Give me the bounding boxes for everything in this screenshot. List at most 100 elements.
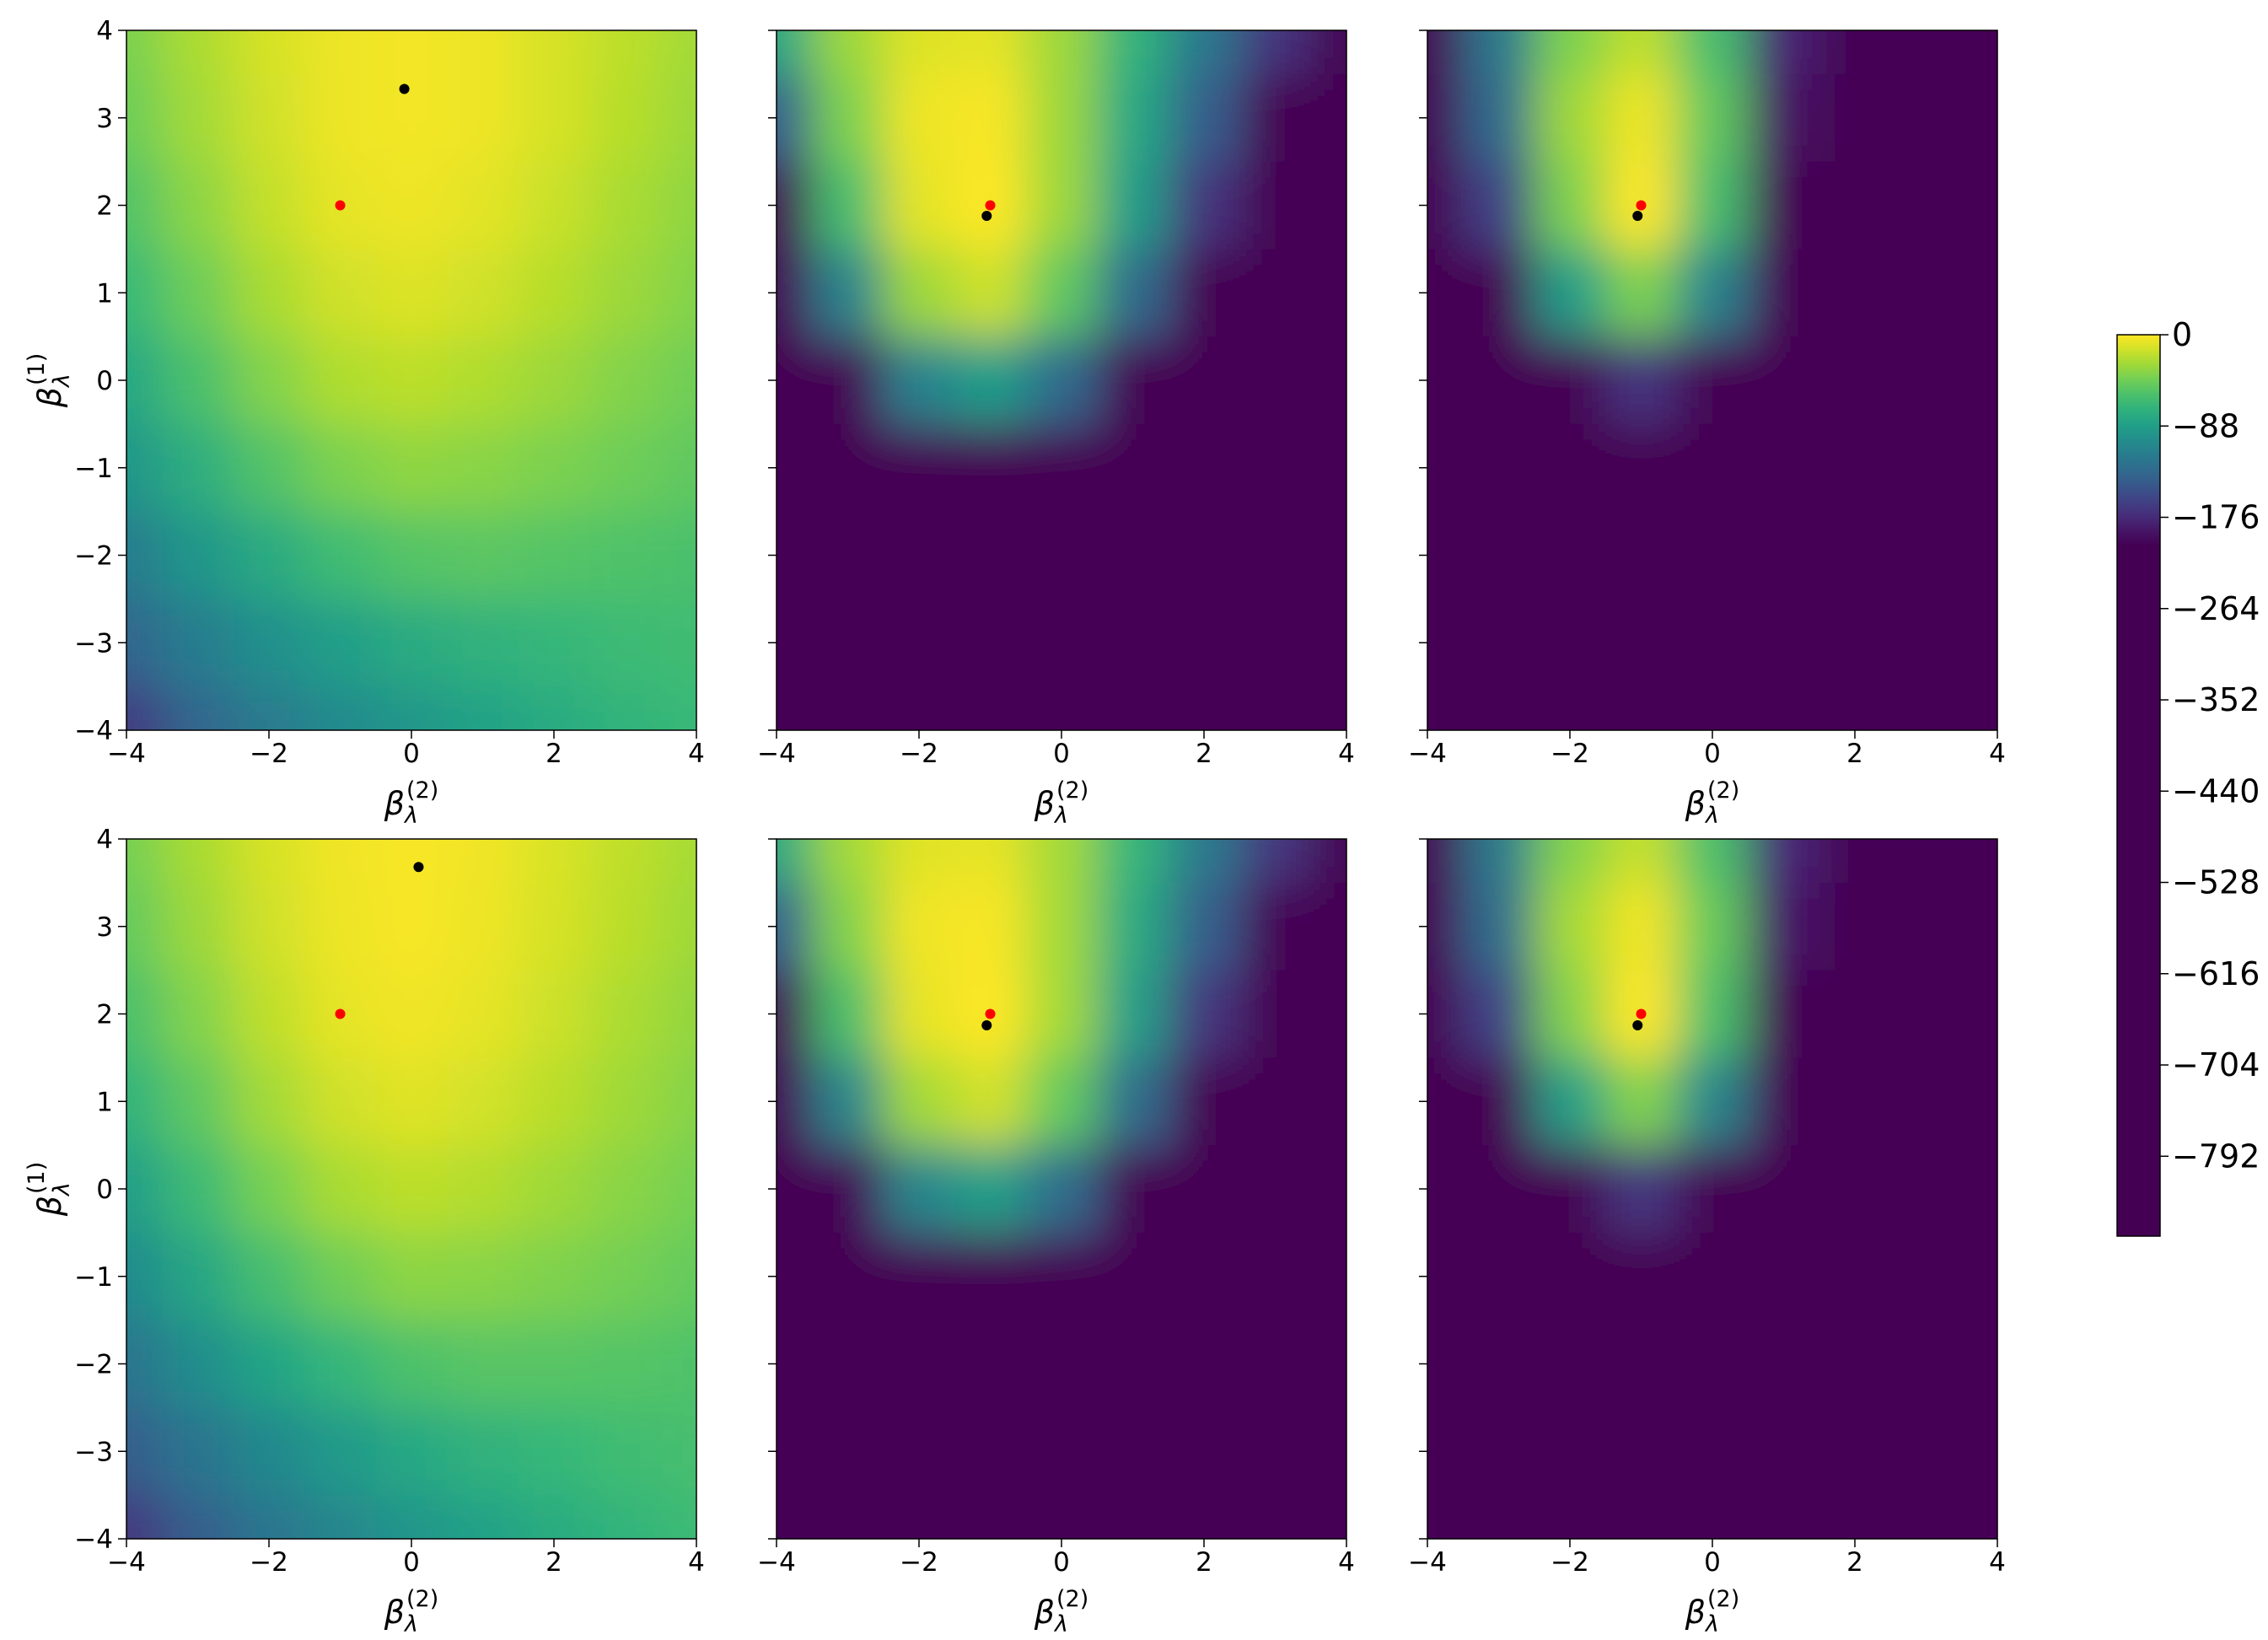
x-tick-label: 2 [546, 1547, 562, 1578]
heatmap-cell [1463, 882, 1535, 971]
heatmap-cell [660, 970, 696, 1058]
x-tick-label: −2 [250, 739, 288, 769]
heatmap-cell [1961, 423, 1997, 513]
heatmap-cell [1890, 249, 1963, 337]
axis-label: βλ(1) [24, 353, 75, 409]
label-base: β [31, 1196, 68, 1217]
heatmap-cell [777, 336, 813, 425]
heatmap-cell [1427, 30, 1464, 75]
heatmap-cell [1427, 161, 1464, 250]
heatmap-cell [162, 882, 234, 971]
heatmap-cell [660, 423, 696, 513]
heatmap-cell [304, 1057, 377, 1146]
heatmap-cell [1890, 423, 1963, 513]
heatmap-cell [777, 599, 813, 687]
heatmap-cell [1427, 73, 1464, 163]
point [399, 83, 410, 94]
heatmap-cell [1463, 970, 1535, 1058]
heatmap-cell [1534, 839, 1606, 884]
y-tick-label: 2 [96, 1000, 113, 1030]
x-tick-label: −2 [1551, 1547, 1589, 1578]
heatmap-cell [1463, 249, 1535, 337]
heatmap-cell [1676, 839, 1749, 884]
label-base: β [1034, 785, 1055, 822]
heatmap-cell [1097, 249, 1169, 337]
heatmap-cell [883, 249, 955, 337]
heatmap-cell [1168, 1495, 1240, 1539]
heatmap-cell [1534, 30, 1606, 75]
heatmap-cell [777, 839, 813, 884]
heatmap-cell [304, 686, 377, 730]
heatmap-cell [1427, 1057, 1464, 1146]
heatmap-cell [126, 599, 163, 687]
heatmap-cell [375, 511, 448, 600]
heatmap-cell [375, 1057, 448, 1146]
heatmap-cell [1534, 336, 1606, 425]
heatmap-cell [883, 423, 955, 513]
heatmap-cell [1890, 882, 1963, 971]
heatmap-cell [304, 1320, 377, 1408]
heatmap-cell [375, 336, 448, 425]
x-tick-label: 2 [1846, 1547, 1863, 1578]
heatmap-cell [304, 423, 377, 513]
point [1636, 1008, 1647, 1019]
heatmap-cell [375, 73, 448, 163]
heatmap-cell [518, 1145, 590, 1234]
heatmap-cell [1239, 249, 1312, 337]
label-sup: (2) [1056, 1586, 1088, 1612]
heatmap-cell [1961, 511, 1997, 600]
heatmap-cell [883, 1232, 955, 1321]
heatmap-cell [162, 336, 234, 425]
heatmap-cell [1427, 1320, 1464, 1408]
heatmap-cell [1427, 839, 1464, 884]
heatmap-cell [777, 1407, 813, 1496]
heatmap-cell [660, 686, 696, 730]
heatmap-cell [233, 1320, 305, 1408]
x-tick-label: 0 [1704, 739, 1721, 769]
heatmap-cell [589, 423, 662, 513]
heatmap-cell [1961, 839, 1997, 884]
heatmap-cell [812, 1495, 884, 1539]
heatmap-cell [518, 1495, 590, 1539]
heatmap-area [777, 839, 1346, 1539]
colorbar-tick-label: −440 [2172, 772, 2260, 809]
panel: −4 −2 0 2 4 βλ(2) [1408, 838, 2006, 1637]
x-tick-label: 0 [1704, 1547, 1721, 1578]
heatmap-cell [660, 839, 696, 884]
heatmap-cell [447, 839, 519, 884]
heatmap-cell [1748, 30, 1820, 75]
heatmap-cell [1097, 336, 1169, 425]
heatmap-cell [1819, 686, 1891, 730]
heatmap-cell [883, 161, 955, 250]
heatmap-cell [589, 1320, 662, 1408]
heatmap-cell [162, 1145, 234, 1234]
heatmap-cell [233, 73, 305, 163]
heatmap-cell [954, 423, 1027, 513]
heatmap-cell [883, 1495, 955, 1539]
heatmap-cell [162, 423, 234, 513]
x-tick-label: −4 [757, 739, 796, 769]
heatmap-cell [1605, 839, 1678, 884]
panel: −4 −2 0 2 4 βλ(2) [757, 30, 1355, 829]
heatmap-cell [589, 161, 662, 250]
heatmap-cell [954, 249, 1027, 337]
heatmap-cell [304, 839, 377, 884]
heatmap-cell [233, 1145, 305, 1234]
heatmap-cell [1961, 1320, 1997, 1408]
heatmap-cell [1890, 839, 1963, 884]
heatmap-cell [1025, 336, 1098, 425]
heatmap-cell [954, 336, 1027, 425]
label-sub: λ [1053, 803, 1068, 829]
heatmap-cell [1463, 1495, 1535, 1539]
heatmap-cell [1819, 599, 1891, 687]
heatmap-cell [1605, 1232, 1678, 1321]
label-sub: λ [49, 1182, 75, 1197]
heatmap-cell [812, 30, 884, 75]
heatmap-cell [777, 1232, 813, 1321]
heatmap-cell [1819, 336, 1891, 425]
heatmap-cell [1961, 882, 1997, 971]
heatmap-cell [1427, 599, 1464, 687]
heatmap-cell [1310, 423, 1346, 513]
label-sub: λ [1704, 803, 1719, 829]
heatmap-cell [1097, 839, 1169, 884]
